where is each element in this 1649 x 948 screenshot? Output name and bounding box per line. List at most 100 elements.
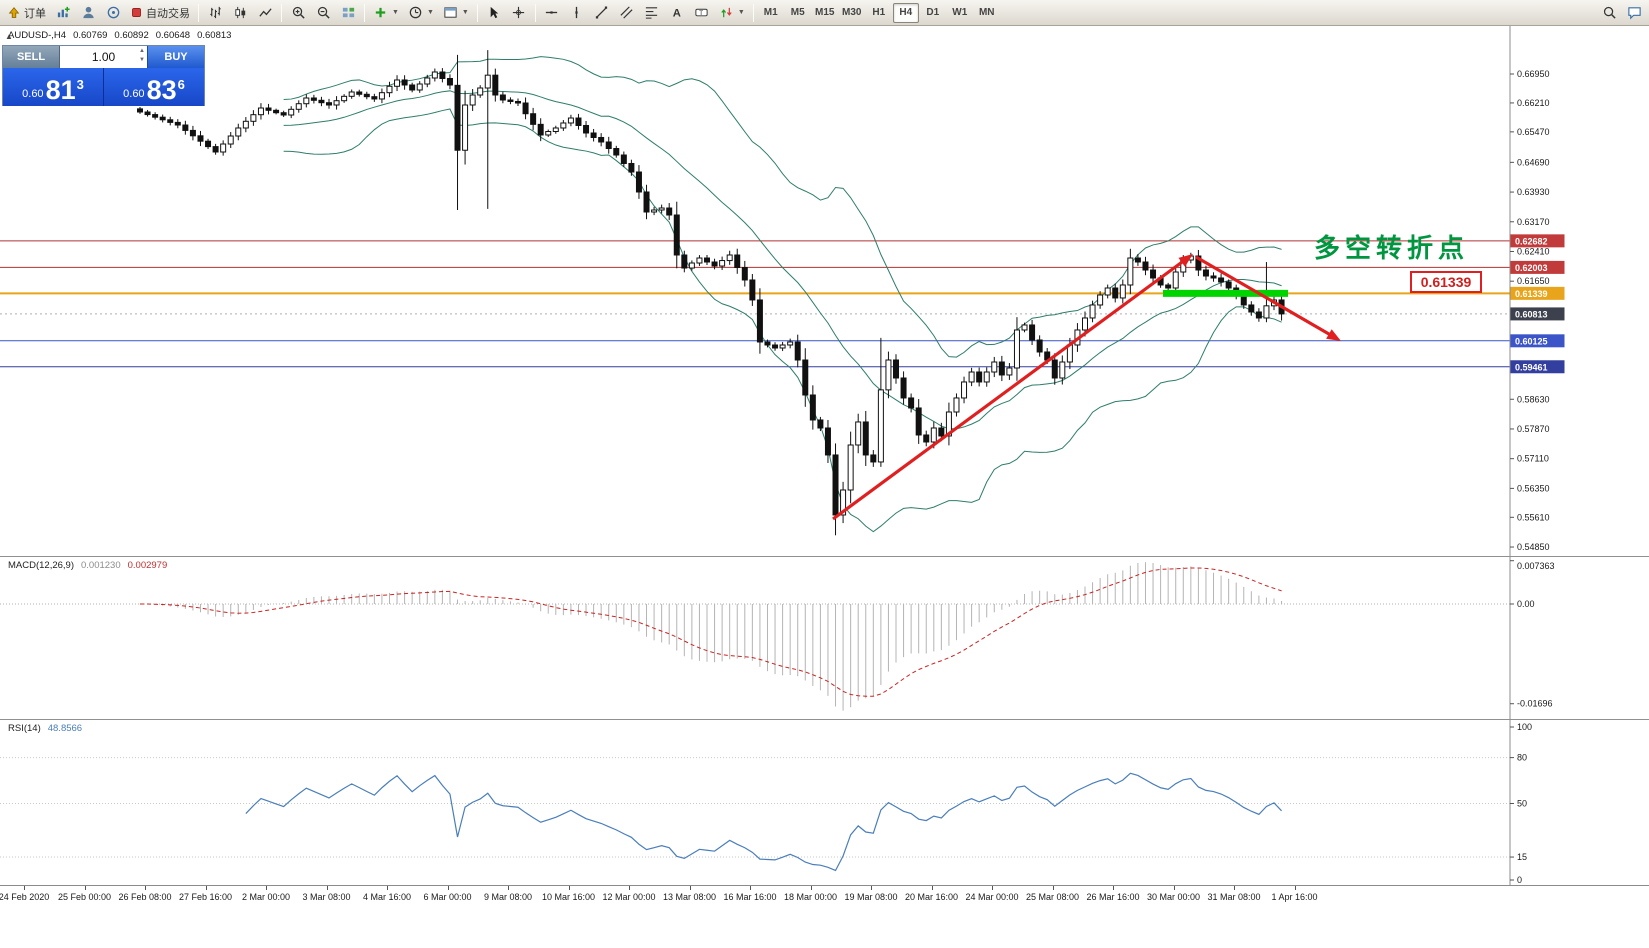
candle-body xyxy=(802,359,809,396)
time-tick xyxy=(205,886,207,890)
auto-trading-button[interactable]: 自动交易 xyxy=(126,2,194,24)
candle-body xyxy=(923,434,930,443)
candle-body xyxy=(681,254,688,269)
arrows-dropdown[interactable]: ▼ xyxy=(715,2,749,24)
candle-body xyxy=(326,102,332,106)
channel-tool[interactable] xyxy=(615,2,639,24)
macd-indicator-canvas[interactable]: 0.007363 0.00 -0.01696 xyxy=(0,557,1649,720)
candle-body xyxy=(515,100,521,104)
time-axis[interactable]: 24 Feb 2020 25 Feb 00:00 26 Feb 08:00 27 Fe… xyxy=(0,885,1649,948)
timeframe-m15[interactable]: M15 xyxy=(815,7,835,18)
indicators-dropdown[interactable]: ▼ xyxy=(369,2,403,24)
timeframe-d1[interactable]: D1 xyxy=(926,7,940,18)
price-badge xyxy=(1510,307,1565,321)
rsi-indicator-canvas[interactable]: 100 80 50 15 0 xyxy=(0,720,1649,885)
bar-chart-mode-button[interactable] xyxy=(203,2,227,24)
zoom-in-icon xyxy=(292,6,305,19)
bollinger-upper xyxy=(283,56,1282,358)
macd-label: MACD(12,26,9) xyxy=(8,560,74,571)
trend-arrow-down[interactable] xyxy=(1195,255,1335,339)
chat-button[interactable] xyxy=(1622,2,1646,24)
buy-price[interactable]: 0.60 83 6 xyxy=(104,68,204,106)
search-button[interactable] xyxy=(1597,2,1621,24)
zoom-in-button[interactable] xyxy=(286,2,310,24)
rsi-axis-label: 15 xyxy=(1517,852,1527,862)
sell-button[interactable]: SELL xyxy=(3,46,60,68)
candle-body xyxy=(877,389,884,463)
time-axis-label: 20 Mar 16:00 xyxy=(904,892,959,902)
trendline-icon xyxy=(596,6,608,19)
timeframe-h1[interactable]: H1 xyxy=(872,7,886,18)
zoom-out-button[interactable] xyxy=(311,2,335,24)
buy-button[interactable]: BUY xyxy=(147,46,204,68)
text-tool[interactable]: A xyxy=(665,2,689,24)
candle-body xyxy=(832,454,839,516)
candle-body xyxy=(824,427,831,456)
candle-body xyxy=(666,207,673,216)
timeframe-w1[interactable]: W1 xyxy=(952,7,968,18)
candle-body xyxy=(658,207,665,211)
candle-body xyxy=(817,419,824,429)
candle-body xyxy=(635,171,642,193)
trendline-tool[interactable] xyxy=(590,2,614,24)
volume-spinner[interactable]: ▲ ▼ xyxy=(139,47,145,66)
symbol-period-label: AUDUSD-,H4 xyxy=(8,30,67,41)
templates-dropdown[interactable]: ▼ xyxy=(439,2,473,24)
text-label-tool[interactable]: T xyxy=(690,2,714,24)
candlestick-mode-button[interactable] xyxy=(228,2,252,24)
crosshair-button[interactable] xyxy=(507,2,531,24)
data-window-button[interactable] xyxy=(101,2,125,24)
price-axis-label: 0.66950 xyxy=(1517,69,1550,79)
candle-body xyxy=(968,371,975,383)
line-chart-mode-button[interactable] xyxy=(253,2,277,24)
toolbar-separator xyxy=(534,3,536,22)
turning-point-annotation[interactable]: 多空转折点 xyxy=(1314,233,1470,263)
price-axis-label: 0.58630 xyxy=(1517,394,1550,404)
spinner-up-icon[interactable]: ▲ xyxy=(139,48,145,54)
candle-body xyxy=(235,127,242,137)
candle-body xyxy=(567,117,574,124)
pane-separator[interactable] xyxy=(0,556,1649,557)
candle-body xyxy=(847,444,854,491)
candle-body xyxy=(220,143,227,153)
price-badge-label: 0.61339 xyxy=(1515,289,1548,299)
candle-body xyxy=(885,359,892,391)
pane-separator[interactable] xyxy=(0,719,1649,720)
volume-stepper[interactable]: 1.00 ▲ ▼ xyxy=(60,46,147,68)
main-chart-canvas[interactable]: 0.66950 0.66210 0.65470 0.64690 0.63930 0.631… xyxy=(0,26,1649,557)
data-window-icon xyxy=(107,6,119,19)
time-tick xyxy=(992,886,993,890)
trend-arrow-up[interactable] xyxy=(832,257,1188,521)
periods-dropdown[interactable]: ▼ xyxy=(404,2,438,24)
price-axis-label: 0.63930 xyxy=(1517,187,1550,197)
search-icon xyxy=(1603,6,1616,19)
candle-body xyxy=(908,397,915,409)
timeframe-mn[interactable]: MN xyxy=(978,7,995,18)
horizontal-line-tool[interactable] xyxy=(540,2,564,24)
one-click-trading-toggle[interactable]: ▲ xyxy=(5,32,13,41)
timeframe-m5[interactable]: M5 xyxy=(790,7,805,18)
price-badge xyxy=(1510,334,1565,348)
fibonacci-tool[interactable] xyxy=(640,2,664,24)
new-order-button[interactable]: 订单 xyxy=(3,2,50,24)
timeframe-m1[interactable]: M1 xyxy=(763,7,778,18)
time-tick xyxy=(629,886,630,890)
spinner-down-icon[interactable]: ▼ xyxy=(139,57,145,64)
candle-body xyxy=(696,257,703,264)
time-axis-label: 18 Mar 00:00 xyxy=(783,892,838,902)
vertical-line-tool[interactable] xyxy=(565,2,589,24)
timeframe-m30[interactable]: M30 xyxy=(842,7,862,18)
profiles-button[interactable] xyxy=(76,2,100,24)
time-tick xyxy=(689,886,691,890)
arrows-icon xyxy=(721,7,732,18)
tile-windows-button[interactable] xyxy=(336,2,360,24)
cursor-button[interactable] xyxy=(482,2,506,24)
new-chart-button[interactable] xyxy=(51,2,75,24)
candlesticks xyxy=(137,50,1285,536)
candlestick-icon xyxy=(234,6,245,19)
candle-body xyxy=(998,361,1005,376)
sell-price[interactable]: 0.60 81 3 xyxy=(3,68,103,106)
price-tag-annotation[interactable]: 0.61339 xyxy=(1410,271,1482,293)
timeframe-h4[interactable]: H4 xyxy=(892,2,919,23)
candle-body xyxy=(401,79,408,86)
